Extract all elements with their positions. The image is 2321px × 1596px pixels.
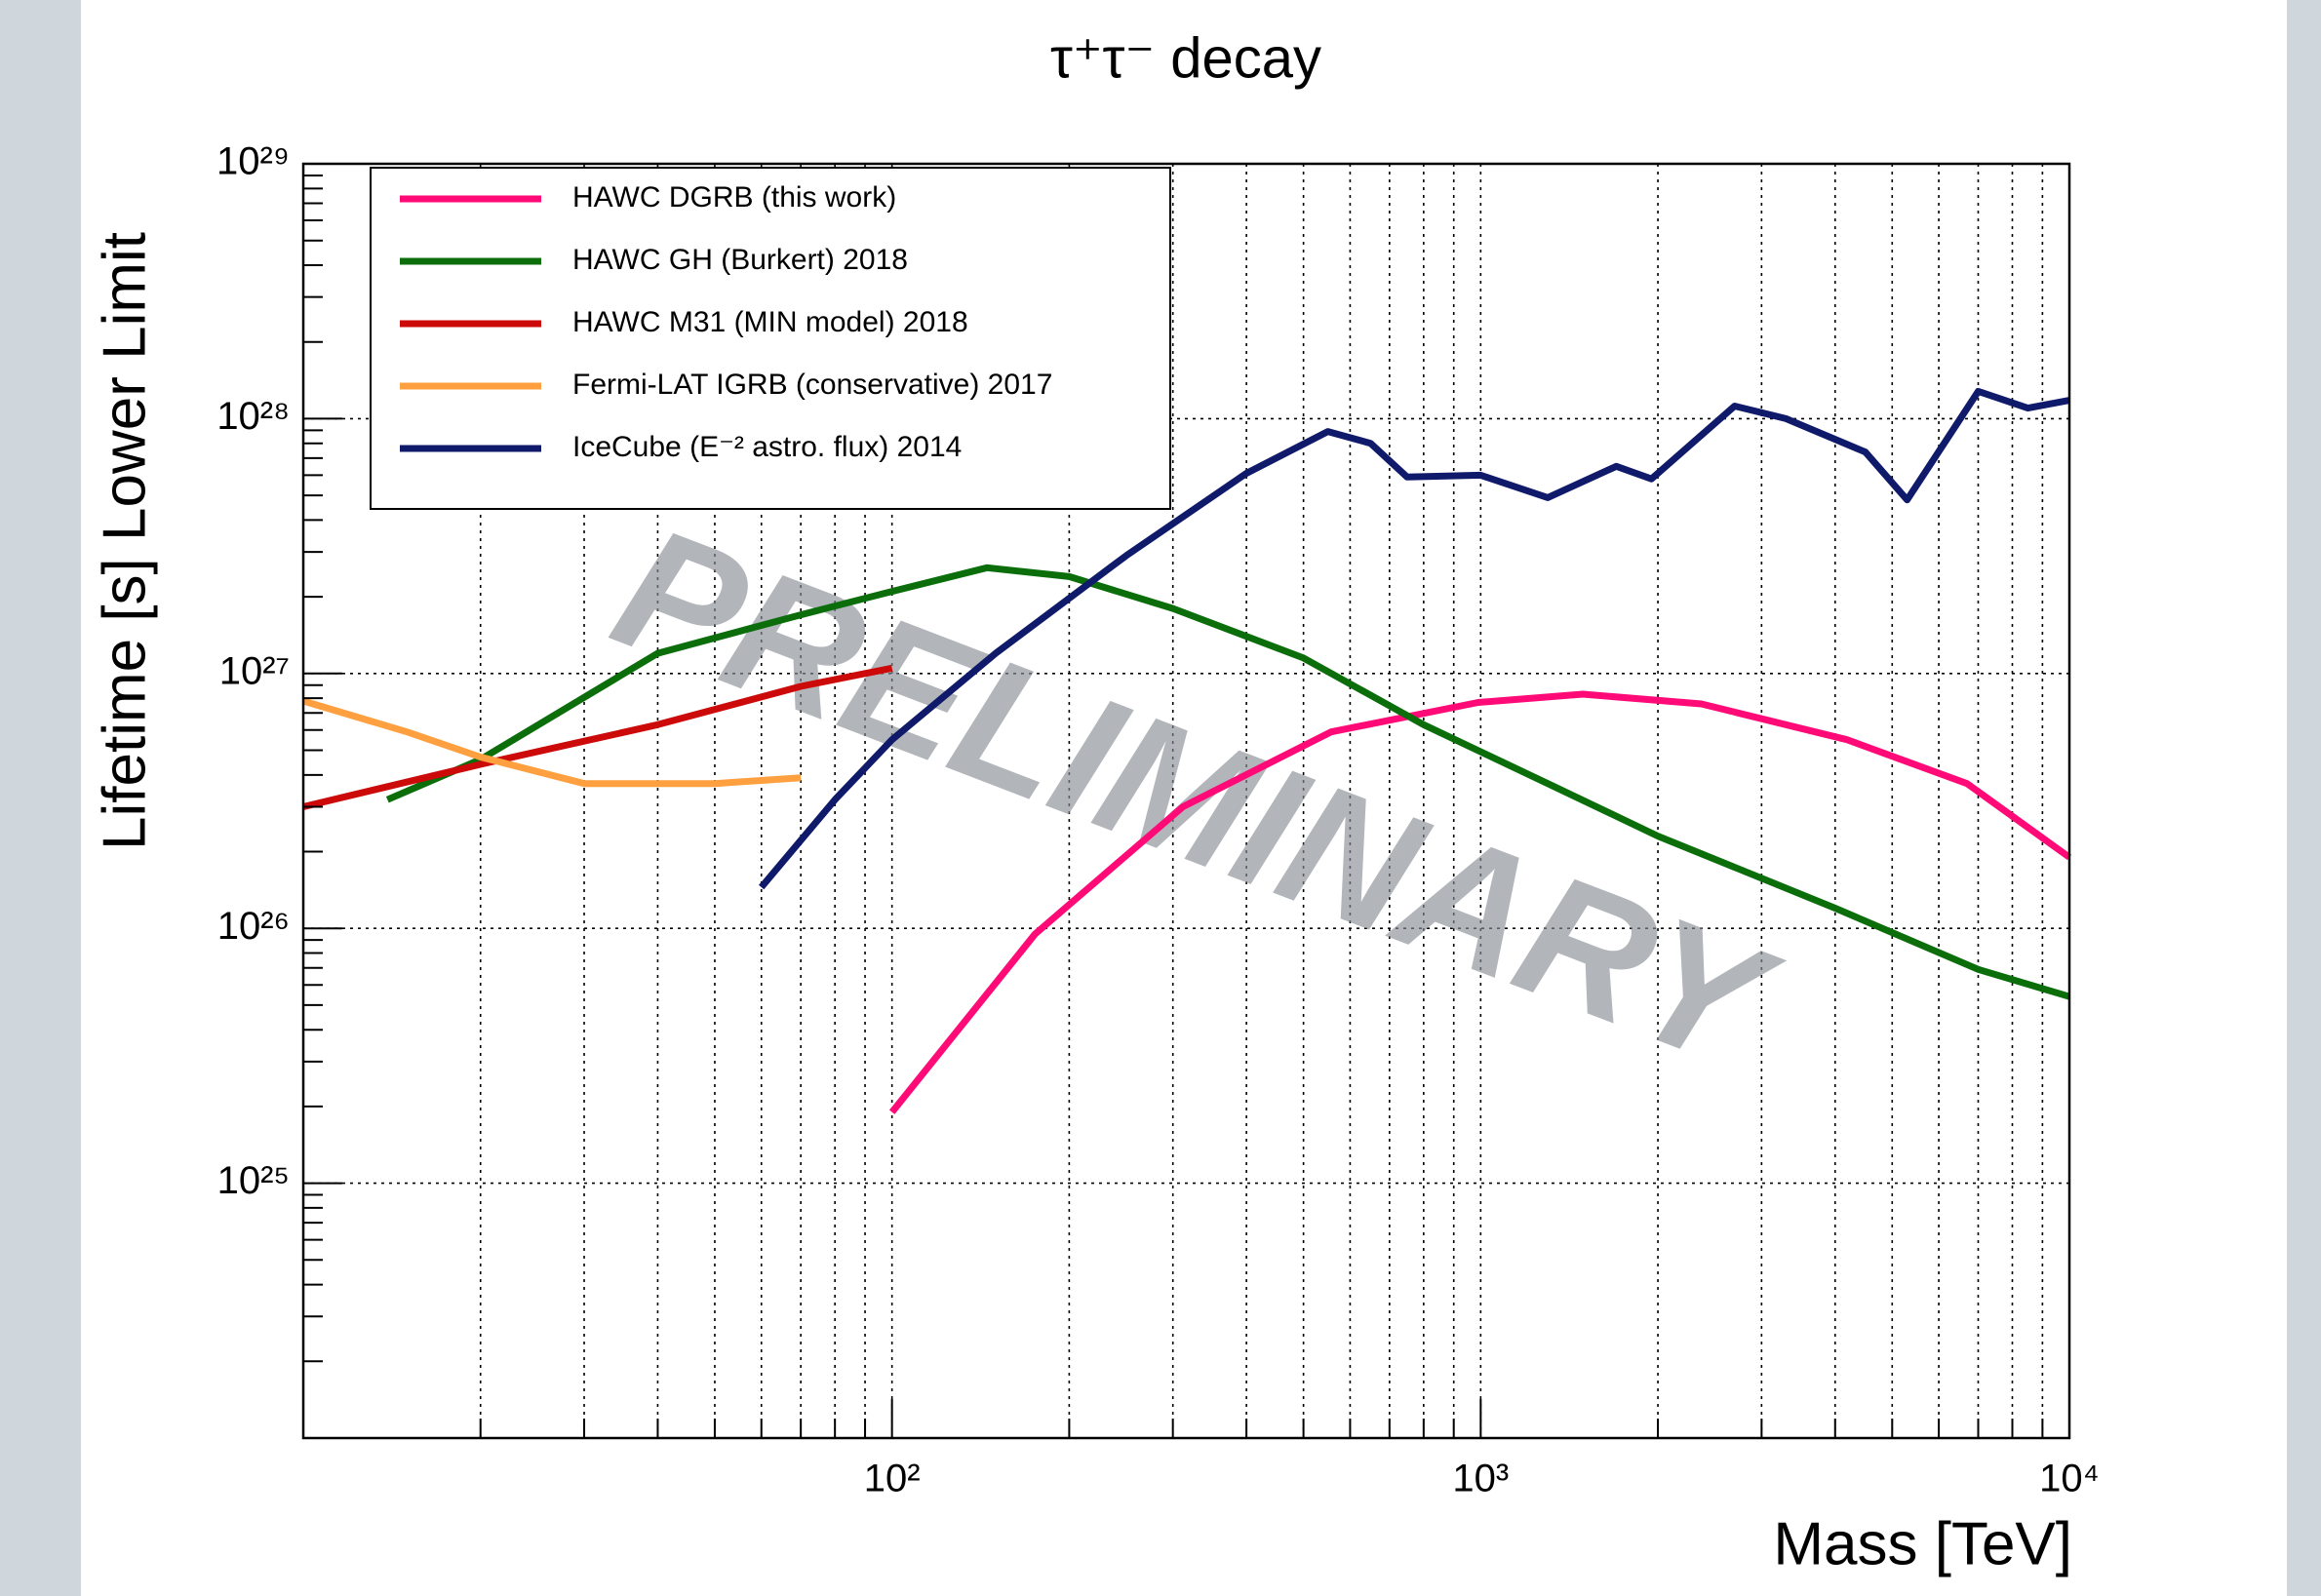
y-tick-label: 10²⁷: [219, 649, 290, 692]
x-axis-label: Mass [TeV]: [1773, 1510, 2072, 1577]
x-tick-label: 10²: [864, 1458, 921, 1500]
y-tick-label: 10²⁵: [217, 1159, 290, 1202]
legend-label: HAWC DGRB (this work): [572, 181, 896, 214]
legend-label: HAWC M31 (MIN model) 2018: [572, 306, 968, 338]
legend-label: Fermi-LAT IGRB (conservative) 2017: [572, 369, 1052, 401]
y-tick-label: 10²⁶: [217, 905, 290, 948]
chart-title: τ⁺τ⁻ decay: [1050, 26, 1321, 90]
x-tick-label: 10⁴: [2039, 1458, 2100, 1500]
page: τ⁺τ⁻ decay Mass [TeV] Lifetime [s] Lower…: [0, 0, 2321, 1596]
y-tick-label: 10²⁹: [216, 140, 290, 183]
chart: τ⁺τ⁻ decay Mass [TeV] Lifetime [s] Lower…: [0, 0, 2321, 1596]
legend: HAWC DGRB (this work) HAWC GH (Burkert) 2…: [371, 168, 1170, 509]
y-axis-label: Lifetime [s] Lower Limit: [91, 232, 158, 850]
y-tick-label: 10²⁸: [216, 395, 290, 438]
x-tick-label: 10³: [1452, 1458, 1509, 1500]
legend-label: IceCube (E⁻² astro. flux) 2014: [572, 431, 962, 463]
legend-label: HAWC GH (Burkert) 2018: [572, 244, 908, 276]
